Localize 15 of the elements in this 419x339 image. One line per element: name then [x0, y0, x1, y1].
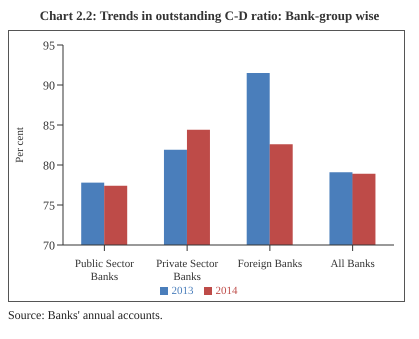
y-tick-label: 85: [43, 118, 55, 132]
y-tick-label: 80: [43, 158, 55, 172]
source-note: Source: Banks' annual accounts.: [8, 308, 164, 323]
x-tick-label: All Banks: [330, 258, 375, 270]
x-tick-label: Public Sector Banks: [74, 258, 134, 283]
legend-label: 2014: [216, 285, 238, 297]
legend-label: 2013: [172, 285, 194, 297]
y-tick-label: 75: [43, 198, 55, 212]
chart-title: Chart 2.2: Trends in outstanding C-D ratio: Bank-group wise: [38, 8, 380, 24]
y-tick-label: 90: [43, 78, 55, 92]
x-tick-label: Private Sector Banks: [156, 258, 218, 283]
y-axis-title: Per cent: [14, 127, 26, 163]
y-tick-label: 95: [43, 38, 55, 52]
y-tick-label: 70: [43, 238, 55, 252]
x-tick-label: Foreign Banks: [238, 258, 302, 270]
